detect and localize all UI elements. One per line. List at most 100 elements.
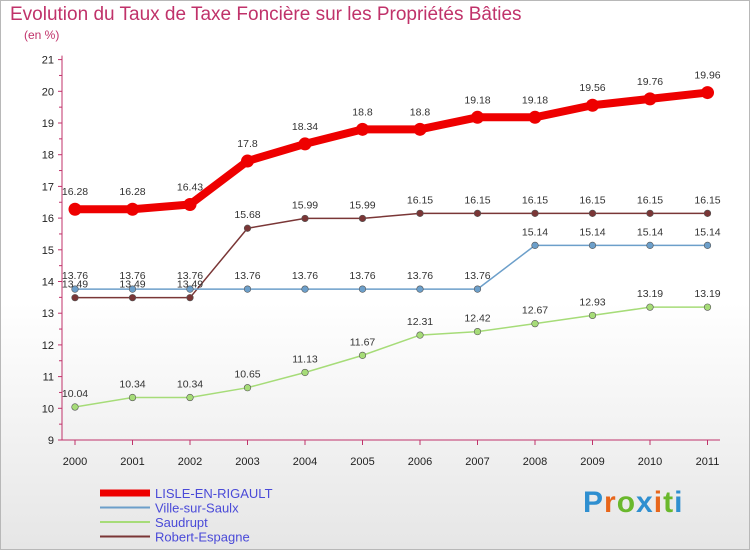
x-tick-label: 2009 [580, 456, 604, 468]
data-label: 13.19 [694, 288, 720, 300]
y-tick-label: 21 [42, 55, 54, 67]
y-tick-label: 19 [42, 118, 54, 130]
data-label: 15.14 [637, 226, 663, 238]
data-point [186, 393, 194, 402]
data-label: 15.99 [292, 199, 318, 211]
data-point [186, 285, 194, 293]
y-tick-label: 11 [43, 372, 54, 384]
x-tick-label: 2008 [523, 456, 547, 468]
data-point [358, 351, 367, 359]
data-label: 13.49 [62, 279, 88, 291]
data-point [528, 110, 542, 124]
data-label: 18.8 [410, 106, 431, 118]
data-label: 12.93 [579, 296, 605, 308]
y-tick-label: 14 [42, 277, 54, 289]
data-point [471, 110, 484, 124]
data-point [301, 214, 309, 223]
data-label: 15.68 [234, 209, 260, 221]
data-label: 19.18 [464, 94, 490, 106]
data-point [126, 202, 139, 216]
data-label: 10.34 [177, 379, 203, 391]
data-point [416, 331, 424, 339]
x-tick-label: 2005 [350, 456, 374, 468]
data-point [646, 303, 654, 311]
data-label: 13.76 [177, 270, 203, 282]
data-point [703, 209, 712, 217]
data-point [243, 384, 252, 392]
data-point [183, 197, 197, 211]
data-point [586, 98, 599, 112]
data-label: 11.67 [350, 336, 376, 348]
x-tick-label: 2000 [63, 456, 87, 468]
chart-unit-subtitle: (en %) [24, 28, 60, 42]
data-label: 15.14 [522, 226, 548, 238]
series-line-lisle-en-rigault [75, 88, 708, 214]
data-label: 19.56 [579, 82, 605, 94]
data-point [473, 209, 482, 217]
proxiti-logo: Proxiti [583, 486, 683, 520]
data-point [703, 303, 712, 311]
series-line-ville-sur-saulx [75, 244, 708, 290]
data-label: 16.15 [407, 194, 433, 206]
y-tick-label: 18 [42, 150, 54, 162]
y-tick-label: 17 [42, 181, 54, 193]
data-point [243, 224, 252, 232]
data-label: 11.13 [292, 353, 318, 365]
x-tick-label: 2003 [235, 456, 259, 468]
data-label: 18.34 [292, 121, 318, 133]
data-label: 16.28 [119, 186, 145, 198]
logo-letter: x [636, 486, 654, 519]
series-line-saudrupt [74, 306, 708, 408]
y-tick-label: 12 [42, 340, 54, 352]
data-point [701, 86, 714, 100]
logo-letter: r [604, 486, 617, 519]
data-point [128, 294, 137, 302]
y-tick-label: 15 [42, 245, 54, 257]
data-label: 16.15 [522, 194, 548, 206]
data-label: 13.76 [62, 270, 88, 282]
x-tick-label: 2001 [120, 456, 144, 468]
data-point [531, 320, 539, 328]
data-label: 16.28 [62, 186, 88, 198]
data-label: 15.99 [349, 199, 375, 211]
data-label: 10.04 [62, 388, 88, 400]
y-tick-label: 9 [48, 435, 54, 447]
data-point [243, 285, 252, 293]
y-tick-label: 13 [42, 308, 54, 320]
data-label: 16.15 [694, 194, 720, 206]
data-point [241, 154, 254, 168]
logo-letter: t [663, 486, 675, 519]
logo-letter: o [616, 486, 637, 519]
data-point [71, 403, 79, 411]
data-point [473, 285, 482, 293]
data-label: 10.65 [234, 369, 260, 381]
data-point [298, 137, 312, 151]
data-label: 18.8 [352, 106, 373, 118]
data-label: 10.34 [119, 379, 145, 391]
data-label: 13.76 [464, 270, 490, 282]
data-point [71, 285, 79, 293]
data-point [588, 241, 597, 249]
data-label: 13.76 [119, 270, 145, 282]
data-point [356, 122, 369, 136]
data-label: 19.18 [522, 94, 548, 106]
data-point [68, 202, 82, 216]
data-point [416, 209, 424, 217]
data-point [301, 285, 309, 293]
data-point [643, 92, 657, 106]
x-tick-label: 2007 [465, 456, 489, 468]
data-label: 13.49 [177, 279, 203, 291]
x-tick-label: 2004 [293, 456, 317, 468]
x-tick-label: 2002 [178, 456, 202, 468]
data-point [186, 294, 194, 302]
data-label: 17.8 [237, 138, 258, 150]
data-label: 12.31 [407, 316, 433, 328]
data-point [358, 285, 367, 293]
data-label: 16.43 [177, 181, 203, 193]
data-point [646, 209, 654, 217]
data-point [128, 393, 137, 402]
y-tick-label: 10 [42, 403, 54, 415]
data-point [646, 241, 654, 249]
data-label: 13.76 [292, 270, 318, 282]
data-point [588, 209, 597, 217]
